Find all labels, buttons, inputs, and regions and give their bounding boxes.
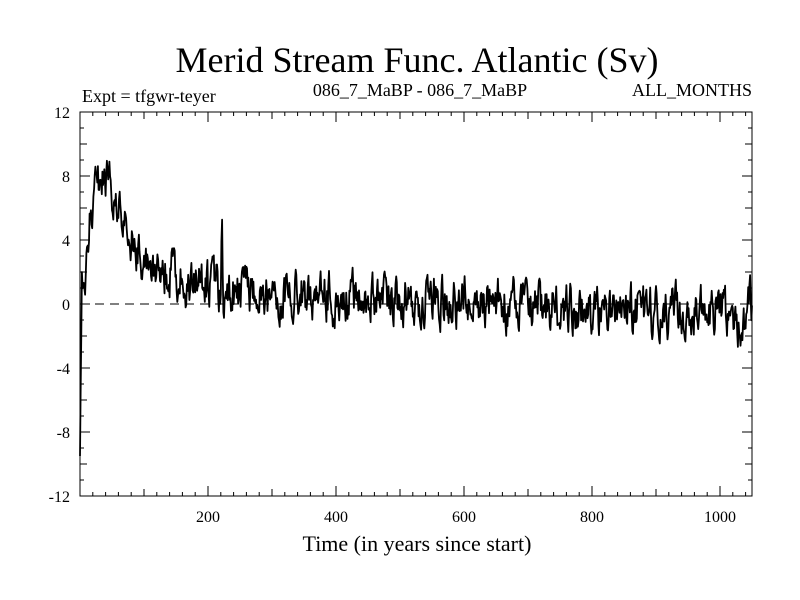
y-tick-label: 0 — [62, 297, 70, 314]
chart-title: Merid Stream Func. Atlantic (Sv) — [176, 40, 659, 80]
x-tick-label: 800 — [580, 509, 604, 526]
series-line — [79, 159, 753, 457]
comparison-label: 086_7_MaBP - 086_7_MaBP — [313, 80, 527, 100]
y-tick-label: 4 — [62, 233, 70, 250]
x-tick-label: 1000 — [704, 509, 736, 526]
experiment-label: Expt = tfgwr-teyer — [82, 86, 216, 106]
x-axis-label: Time (in years since start) — [303, 531, 532, 556]
y-tick-label: 8 — [62, 169, 70, 186]
x-tick-label: 600 — [452, 509, 476, 526]
y-tick-label: 12 — [54, 105, 70, 122]
season-label: ALL_MONTHS — [632, 80, 752, 100]
x-tick-label: 200 — [196, 509, 220, 526]
y-tick-label: -12 — [49, 489, 70, 506]
x-tick-label: 400 — [324, 509, 348, 526]
y-tick-label: -4 — [57, 361, 70, 378]
y-tick-label: -8 — [57, 425, 70, 442]
